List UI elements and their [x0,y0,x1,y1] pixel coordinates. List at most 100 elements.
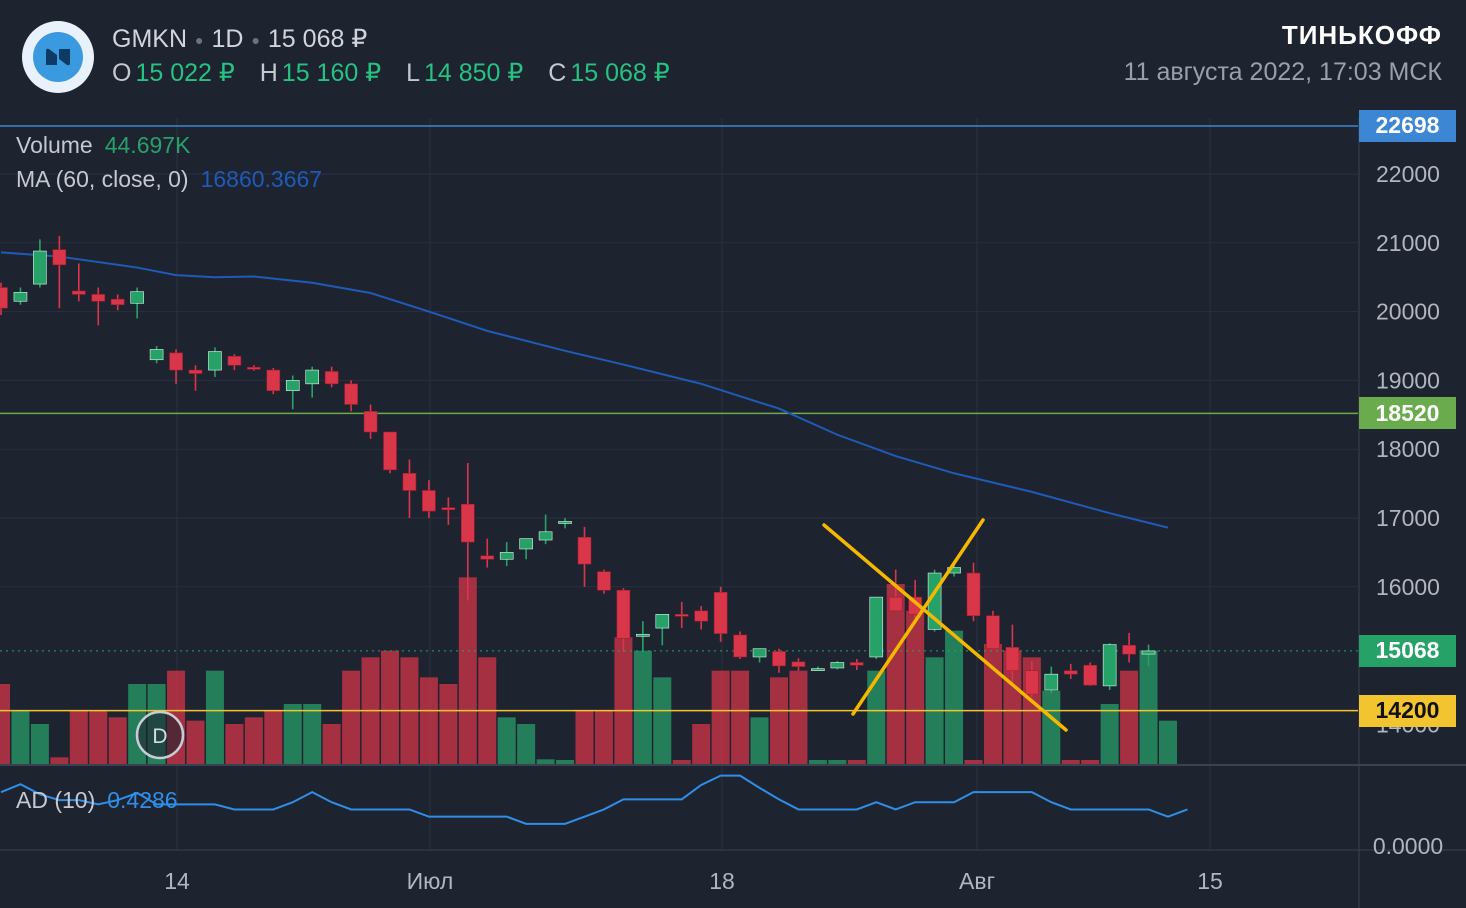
candle-body [811,668,825,671]
candle-body [227,356,242,366]
volume-bar [867,670,886,764]
candle-body [791,661,806,667]
candle [888,569,903,612]
candle [1141,644,1156,666]
candle-body [597,571,611,591]
ohlc-low-key: L [406,59,420,87]
volume-bar [556,760,575,764]
candle [986,610,1000,650]
candle [636,621,650,653]
candle [811,666,825,671]
candle [91,287,106,326]
candle [110,294,125,311]
volume-bar [11,710,30,764]
candle [441,497,456,525]
volume-bar [419,677,438,764]
price-tag-18520: 18520 [1359,397,1456,430]
volume-bar [1061,760,1080,764]
nornickel-icon [33,32,83,82]
volume-bar [1159,720,1177,764]
volume-bar [1042,690,1061,764]
candle-body [655,614,670,629]
candle [655,614,670,646]
candle [383,431,397,474]
candle-body [577,536,592,565]
volume-bar [594,710,613,764]
candle [733,631,747,660]
candle [33,239,47,288]
volume-bar [692,724,711,764]
candle [188,365,203,391]
volume-bar [244,717,263,764]
candle [402,459,417,518]
candle [869,596,884,660]
candle [597,569,611,594]
candle [966,562,981,622]
candle-body [869,596,884,658]
candle-body [1102,644,1117,687]
interval-label[interactable]: 1D [211,25,244,53]
ma-legend-label: MA (60, close, 0) [16,166,189,192]
candle-body [830,662,845,669]
price-axis-label: 17000 [1376,505,1440,531]
candle-body [324,371,339,385]
volume-bar [906,610,925,764]
candle [616,588,631,653]
volume-bar [517,724,536,764]
price-axis-label: 16000 [1376,574,1440,600]
candle-body [733,634,747,658]
candle [791,658,806,671]
volume-bar [225,724,244,764]
candle [499,542,514,567]
volume-bar [30,724,49,764]
volume-bar [770,677,788,764]
candle-body [538,531,553,541]
ad-legend-value: 0.4286 [107,787,178,813]
candle [344,380,358,412]
volume-bar [0,684,10,764]
brand-logo-text: ТИНЬКОФФ [1281,20,1442,50]
candle [52,235,67,309]
candle-body [849,662,864,666]
candle [1083,662,1097,686]
candle-body [149,349,164,361]
candle-body [1063,670,1078,675]
candle-body [636,633,650,637]
volume-bars [0,577,1177,764]
candle [0,282,8,316]
candle-body [422,490,436,512]
volume-bar [439,684,458,764]
volume-legend-value: 44.697K [104,132,191,158]
candle-body [888,596,903,612]
volume-bar [536,759,555,764]
ticker-symbol[interactable]: GMKN [112,25,187,53]
volume-bar [50,757,69,764]
candle-body [247,367,261,370]
ohlc-low-value: 14 850 ₽ [423,59,524,87]
trend-line-up [851,518,985,716]
candle-body [0,287,8,309]
candle-body [72,290,86,295]
candle-body [752,648,767,658]
candle-body [713,592,728,634]
candle [422,480,436,518]
candle-body [208,351,222,371]
volume-bar [731,670,750,764]
chart-header: GMKN ● 1D ● 15 068 ₽ O 15 022 ₽ H 15 160 ₽ L 14… [0,0,1466,118]
time-axis-label: 14 [164,868,190,894]
volume-bar [89,710,108,764]
candle-body [1005,647,1020,672]
volume-bar [108,717,127,764]
candle-body [441,507,456,511]
price-tag-14200: 14200 [1359,694,1456,727]
volume-bar [322,724,341,764]
ohlc-close-key: C [548,59,567,87]
price-axis-label: 18000 [1376,436,1440,462]
ma-legend-value: 16860.3667 [200,166,323,192]
candle-body [344,383,358,405]
volume-bar [381,650,399,764]
time-axis-label: Авг [959,868,995,894]
candle-body [480,555,495,560]
candle-body [305,369,320,385]
